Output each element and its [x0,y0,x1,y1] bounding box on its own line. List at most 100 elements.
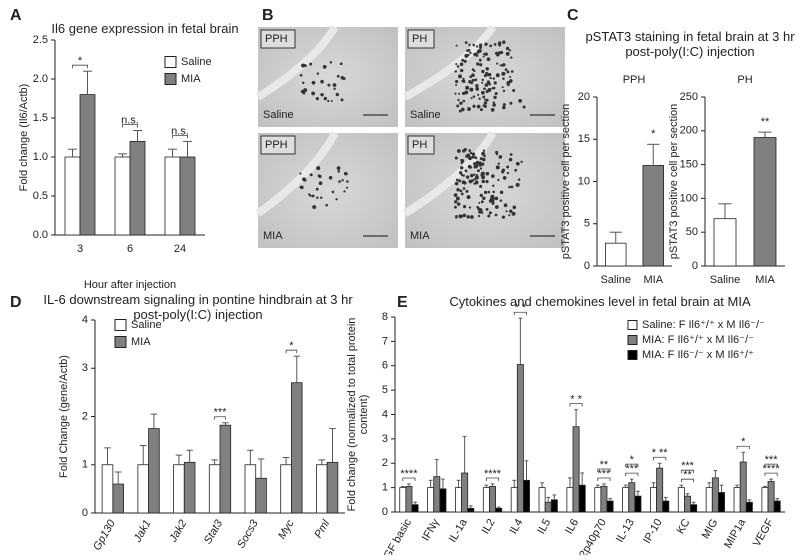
tissue-fold [403,24,497,101]
bar [399,487,407,513]
x-tick-label: Myc [276,518,297,542]
bracket [122,124,138,128]
stained-cell [494,92,498,96]
stained-cell [502,77,505,80]
stained-cell [471,73,475,78]
chart-title-text: Il6 gene expression in fetal brain [51,22,239,36]
stained-cell [478,43,483,47]
stained-cell [336,74,340,78]
panel-letter: B [262,7,274,24]
stained-cell [473,178,476,181]
bar [495,507,503,513]
tissue-fold [255,24,339,101]
stained-cell [454,181,459,186]
stained-cell [479,167,483,170]
condition-label: Saline [410,109,441,121]
stained-cell [492,103,496,107]
stained-cell [508,214,511,217]
stained-cell [484,83,489,87]
significance-label: ** [600,459,609,471]
stained-cell [497,162,500,165]
stained-cell [482,196,486,200]
stained-cell [477,93,480,96]
stained-cell [469,87,474,92]
x-tick-label: IL-1a [447,516,470,544]
y-tick-label: 7 [382,335,388,347]
x-tick-label: FGF basic [378,517,414,555]
y-axis-label-text: pSTAT3 positive cell per section [560,103,573,260]
y-tick-label: 4 [82,314,88,326]
stained-cell [486,57,491,62]
bracket [214,416,226,420]
stained-cell [456,104,460,108]
bar [739,461,747,513]
stained-cell [462,77,465,81]
stained-cell [454,70,458,73]
stained-cell [456,65,460,68]
stained-cell [327,99,330,103]
stained-cell [483,105,487,109]
stained-cell [337,170,341,173]
significance-label: * * [570,394,582,406]
bar [455,487,462,513]
y-tick-label: 8 [382,311,388,323]
stained-cell [481,78,484,82]
bar [544,501,552,513]
stained-cell [485,71,489,76]
legend-label: Saline [181,56,212,68]
stained-cell [497,178,500,182]
stained-cell [454,200,458,204]
y-tick-label: 0 [82,507,88,519]
stained-cell [474,78,478,82]
stained-cell [460,107,465,112]
stained-cell [459,62,464,67]
stained-cell [502,89,506,93]
stained-cell [467,53,470,57]
y-axis-label-text: pSTAT3 positive cell per section [668,103,681,260]
x-tick-label: IL-13 [614,517,637,545]
stained-cell [506,165,510,169]
bar [572,426,580,513]
stained-cell [491,174,495,178]
stained-cell [496,62,499,65]
stained-cell [460,68,464,73]
stained-cell [467,164,472,169]
bar [566,487,574,513]
bar [114,156,131,236]
bar [578,484,586,513]
stained-cell [514,168,518,172]
stained-cell [331,190,335,194]
tissue-fold [402,130,497,217]
stained-cell [468,156,472,161]
y-axis-label: Fold Change (gene/Actb) [58,355,71,478]
bar [510,487,518,513]
stained-cell [464,41,468,45]
significance-label: *** [214,407,228,419]
significance-label: n.s. [171,125,189,137]
stained-cell [462,213,467,218]
stained-cell [468,206,472,209]
legend-swatch [627,320,638,330]
bar [773,500,781,513]
stained-cell [325,203,328,207]
bracket [172,135,188,139]
bracket [625,472,639,477]
y-tick-label: 5 [584,218,590,230]
stained-cell [462,99,466,103]
region-box [407,135,435,155]
stained-cell [476,104,481,109]
stained-cell [340,98,344,102]
stained-cell [460,159,465,163]
stained-cell [506,171,510,175]
stained-cell [502,40,506,44]
region-box [260,29,296,49]
bar [753,137,777,267]
bar [164,156,181,236]
stained-cell [501,168,505,172]
stained-cell [475,175,479,179]
bracket [513,311,527,316]
region-box [407,29,435,49]
y-tick-label: 2.0 [33,73,48,85]
stained-cell [505,210,508,213]
y-axis-label-text: Fold Change (gene/Actb) [58,355,71,478]
